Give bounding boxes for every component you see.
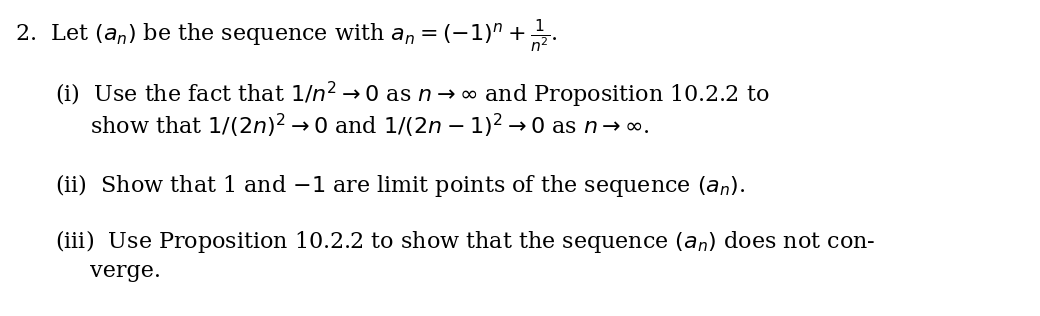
Text: (i)  Use the fact that $1/n^2 \to 0$ as $n \to \infty$ and Proposition 10.2.2 to: (i) Use the fact that $1/n^2 \to 0$ as $… bbox=[55, 80, 770, 110]
Text: 2.  Let $(a_n)$ be the sequence with $a_n = (-1)^n + \frac{1}{n^2}$.: 2. Let $(a_n)$ be the sequence with $a_n… bbox=[15, 18, 558, 56]
Text: show that $1/(2n)^2 \to 0$ and $1/(2n-1)^2 \to 0$ as $n \to \infty$.: show that $1/(2n)^2 \to 0$ and $1/(2n-1)… bbox=[90, 112, 650, 140]
Text: (iii)  Use Proposition 10.2.2 to show that the sequence $(a_n)$ does not con-: (iii) Use Proposition 10.2.2 to show tha… bbox=[55, 228, 876, 255]
Text: verge.: verge. bbox=[90, 260, 161, 282]
Text: (ii)  Show that 1 and $-1$ are limit points of the sequence $(a_n)$.: (ii) Show that 1 and $-1$ are limit poin… bbox=[55, 172, 746, 199]
